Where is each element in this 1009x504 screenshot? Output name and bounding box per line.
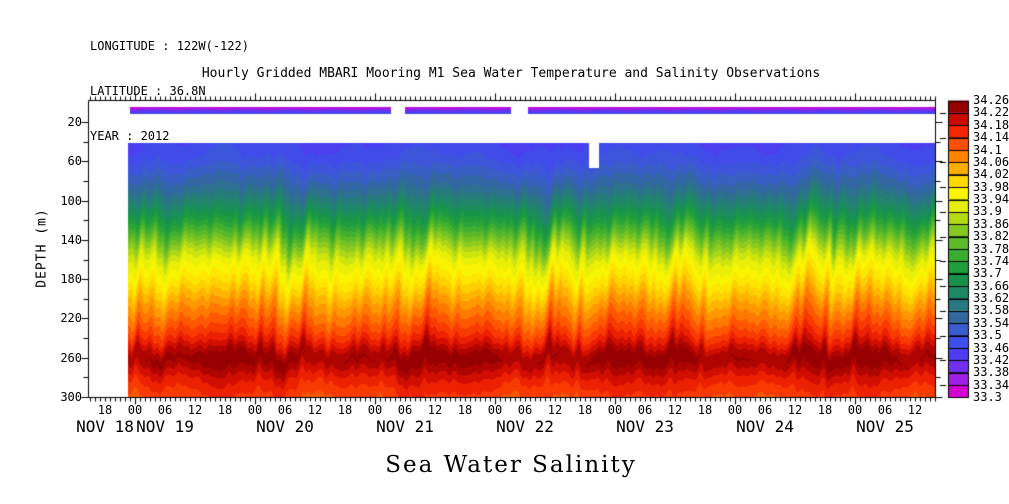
latitude-label: LATITUDE : 36.8N [90, 84, 206, 98]
chart-title: Hourly Gridded MBARI Mooring M1 Sea Wate… [201, 66, 821, 81]
chart-subtitle: Sea Water Salinity [385, 452, 637, 478]
y-axis-title: DEPTH (m) [34, 208, 50, 288]
metadata-block: LONGITUDE : 122W(-122) LATITUDE : 36.8N … [90, 9, 249, 174]
longitude-label: LONGITUDE : 122W(-122) [90, 39, 249, 53]
year-label: YEAR : 2012 [90, 129, 170, 143]
